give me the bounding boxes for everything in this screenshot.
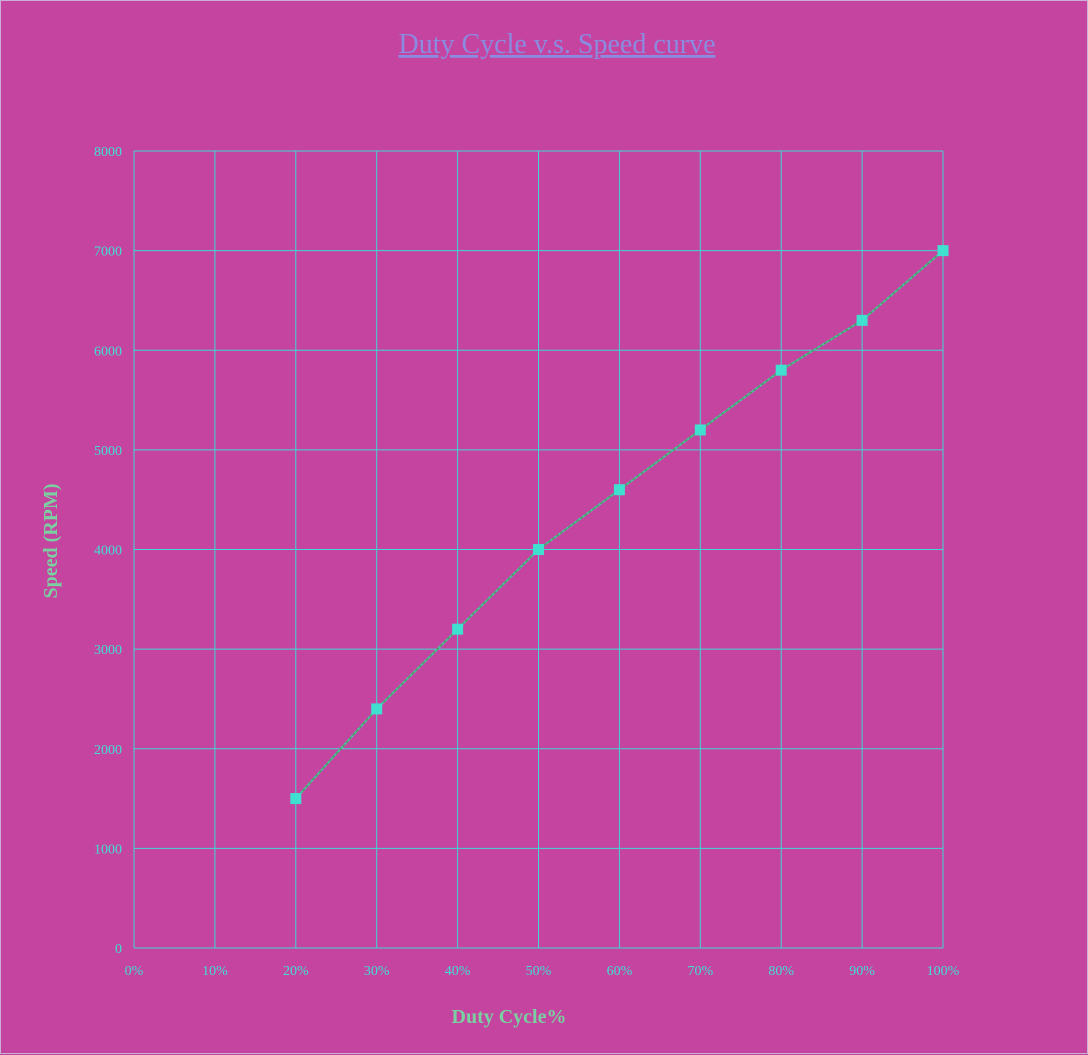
x-tick-label: 80% [768, 964, 794, 979]
chart-title: Duty Cycle v.s. Speed curve [399, 29, 716, 60]
x-axis-title: Duty Cycle% [452, 1006, 567, 1028]
y-tick-label: 7000 [94, 245, 122, 260]
data-point-marker [452, 623, 464, 635]
x-tick-label: 100% [927, 964, 960, 979]
y-tick-label: 3000 [94, 643, 122, 658]
data-point-marker [533, 544, 544, 555]
y-tick-label: 2000 [94, 743, 122, 758]
grid-layer [133, 150, 944, 949]
data-point-marker [290, 793, 302, 805]
data-point-marker [613, 484, 625, 496]
y-tick-label: 6000 [94, 344, 122, 359]
data-point-marker [856, 314, 868, 326]
x-tick-label: 30% [364, 964, 390, 979]
y-tick-label: 8000 [94, 145, 122, 160]
x-tick-label: 70% [687, 964, 713, 979]
y-tick-label: 4000 [94, 544, 122, 559]
data-point-marker [694, 424, 706, 436]
data-point-marker [937, 245, 949, 257]
x-tick-label: 20% [283, 964, 309, 979]
x-tick-label: 90% [849, 964, 875, 979]
x-tick-layer: 0% 10% 20% 30% 40% 50% 60% 70% 80% 90% 100% [125, 964, 960, 979]
x-tick-label: 10% [202, 964, 228, 979]
y-tick-label: 0 [115, 942, 122, 957]
x-tick-label: 50% [526, 964, 552, 979]
series-layer [290, 245, 949, 805]
y-tick-label: 1000 [94, 842, 122, 857]
data-point-marker [775, 364, 787, 376]
y-tick-label: 5000 [94, 444, 122, 459]
series-line-overlay [295, 250, 944, 799]
x-tick-label: 0% [125, 964, 144, 979]
y-axis-title: Speed (RPM) [40, 484, 62, 599]
data-point-marker [371, 703, 383, 715]
x-tick-label: 60% [607, 964, 633, 979]
y-tick-layer: 0 1000 2000 3000 4000 5000 6000 7000 8000 [94, 145, 122, 957]
x-tick-label: 40% [445, 964, 471, 979]
